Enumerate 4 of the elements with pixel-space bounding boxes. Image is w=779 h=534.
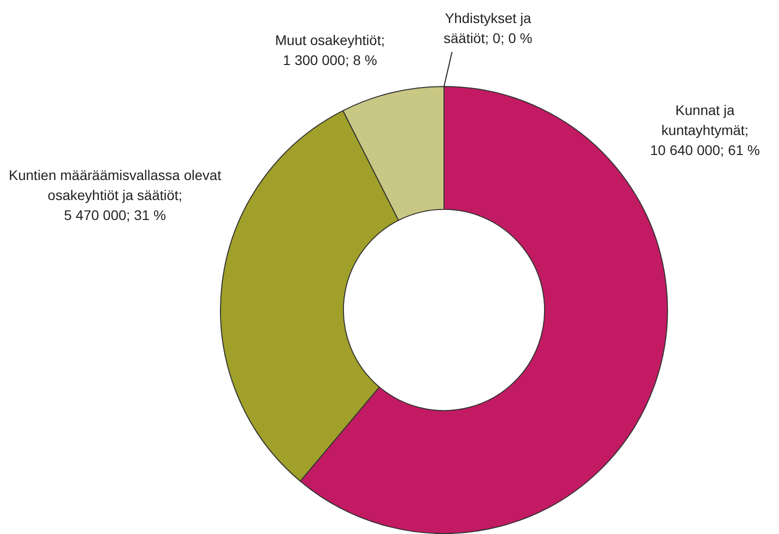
slice-label: Muut osakeyhtiöt; 1 300 000; 8 %	[275, 32, 385, 68]
slice-label: Kuntien määräämisvallassa olevat osakeyhtiöt ja säätiöt; 5 470 000; 31 %	[8, 167, 222, 223]
slice-label: Kunnat ja kuntayhtymät; 10 640 000; 61 %	[650, 102, 760, 158]
category-label: Yhdistykset ja säätiöt; 0; 0 %	[444, 10, 532, 46]
